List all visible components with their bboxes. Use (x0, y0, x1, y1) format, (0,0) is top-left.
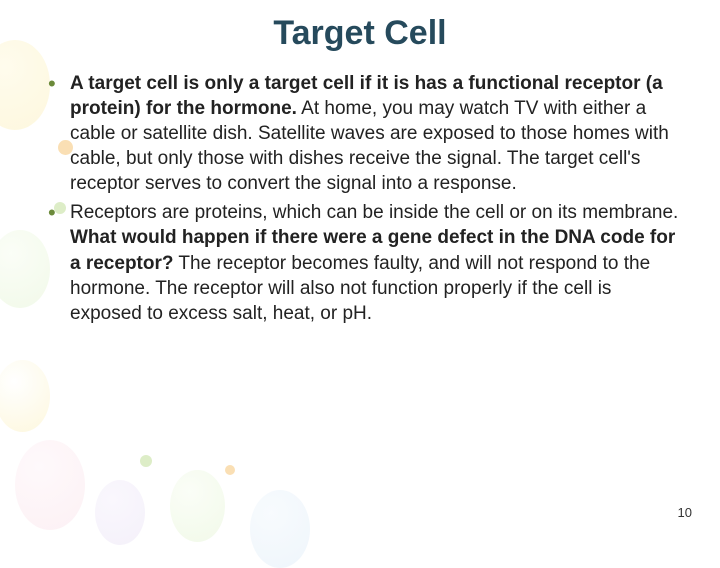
bullet-text: Receptors are proteins, which can be ins… (70, 202, 678, 223)
list-item: A target cell is only a target cell if i… (48, 71, 680, 196)
page-title: Target Cell (0, 0, 720, 53)
balloon-icon (15, 440, 85, 530)
bullet-list: A target cell is only a target cell if i… (48, 71, 680, 326)
balloon-icon (95, 480, 145, 545)
balloon-icon (225, 465, 235, 475)
balloon-icon (170, 470, 225, 542)
balloon-icon (0, 360, 50, 432)
list-item: Receptors are proteins, which can be ins… (48, 200, 680, 325)
content-area: A target cell is only a target cell if i… (0, 53, 720, 326)
balloon-icon (140, 455, 152, 467)
page-number: 10 (678, 505, 692, 520)
balloon-icon (250, 490, 310, 568)
